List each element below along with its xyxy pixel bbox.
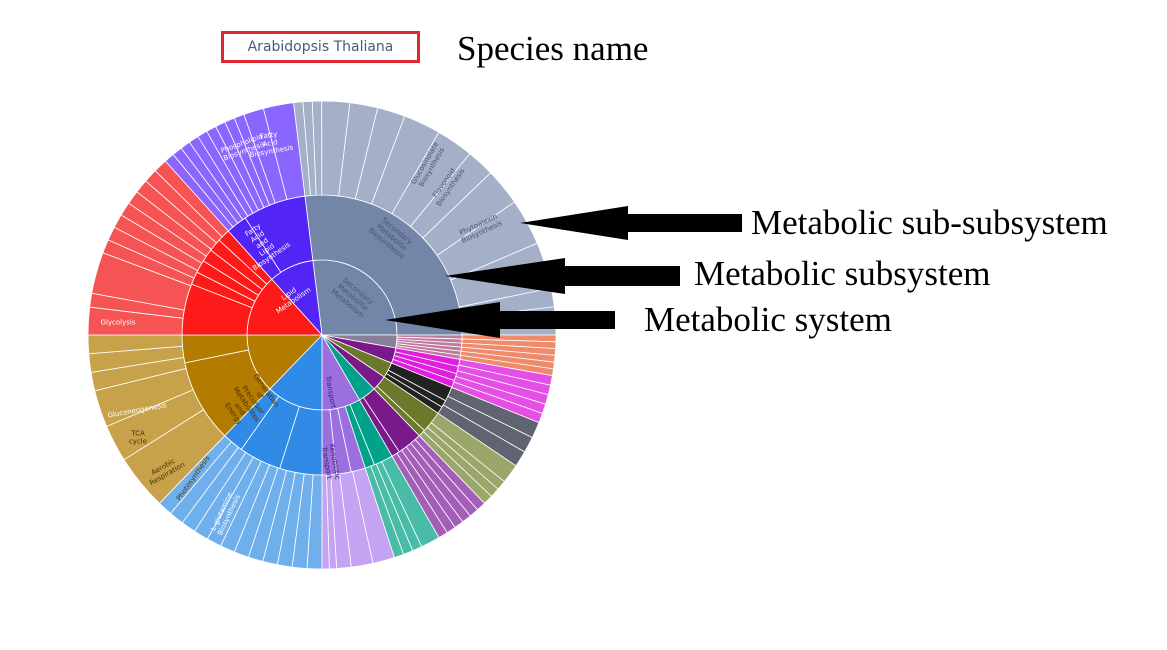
species-name-box: Arabidopsis Thaliana (221, 31, 420, 63)
species-name: Arabidopsis Thaliana (247, 39, 394, 55)
system-annotation: Metabolic system (644, 300, 892, 339)
species-annotation: Species name (457, 29, 649, 68)
subsystem-annotation: Metabolic subsystem (694, 254, 991, 293)
subsub-lipid-10 (262, 102, 306, 200)
sub-subsystem-annotation: Metabolic sub-subsystem (751, 203, 1108, 242)
label-tca-cycle: TCA cycle (129, 429, 147, 445)
label-glycolysis: Glycolysis (101, 318, 136, 326)
